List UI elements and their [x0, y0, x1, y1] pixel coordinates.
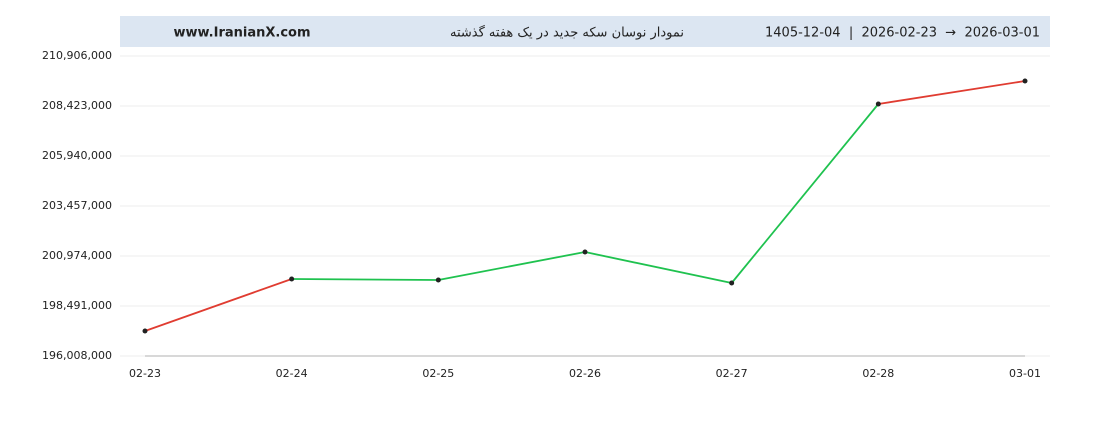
x-tick-label: 02-25: [422, 367, 454, 380]
x-tick-label: 02-24: [276, 367, 308, 380]
x-tick-label: 02-27: [716, 367, 748, 380]
line-segment: [438, 251, 586, 281]
point: [1022, 78, 1028, 84]
y-tick-label: 196,008,000: [42, 349, 112, 362]
point: [875, 101, 881, 107]
line-segment: [584, 251, 732, 284]
y-tick-label: 208,423,000: [42, 99, 112, 112]
chart-title: نمودار نوسان سکه جدید در یک هفته گذشته: [450, 25, 684, 41]
line-segment: [144, 278, 292, 332]
line-segment: [878, 80, 1026, 105]
line-segment: [730, 103, 880, 284]
x-tick-label: 03-01: [1009, 367, 1041, 380]
header-bar: [120, 16, 1050, 47]
y-tick-label: 205,940,000: [42, 149, 112, 162]
y-tick-label: 200,974,000: [42, 249, 112, 262]
point: [582, 249, 588, 255]
y-tick-label: 203,457,000: [42, 199, 112, 212]
x-tick-label: 02-26: [569, 367, 601, 380]
y-tick-label: 198,491,000: [42, 299, 112, 312]
point: [435, 277, 441, 283]
line-segment: [291, 278, 439, 281]
date-range: 1405-12-04 | 2026-02-23 → 2026-03-01: [765, 26, 1040, 41]
source: www.IranianX.com: [173, 26, 310, 41]
point: [142, 328, 148, 334]
y-tick-label: 210,906,000: [42, 49, 112, 62]
x-tick-label: 02-23: [129, 367, 161, 380]
point: [729, 280, 735, 286]
point: [289, 276, 295, 282]
x-tick-label: 02-28: [862, 367, 894, 380]
